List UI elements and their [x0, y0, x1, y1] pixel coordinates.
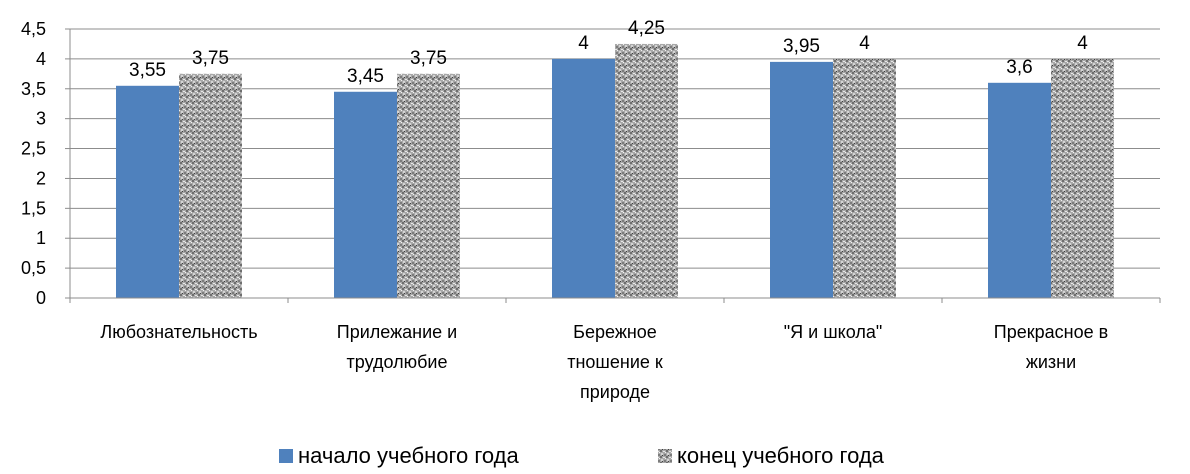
- y-tick-labels: 0 0,5 1 1,5 2 2,5 3 3,5 4 4,5: [21, 19, 46, 308]
- x-category-label: природе: [580, 382, 650, 402]
- bar-end-0: [179, 73, 242, 298]
- y-tick-label: 1,5: [21, 198, 46, 218]
- legend-label: конец учебного года: [677, 443, 885, 468]
- x-category-label: Прилежание и: [337, 322, 457, 342]
- bar-start-3: [770, 61, 833, 298]
- y-tick-label: 1: [36, 228, 46, 248]
- axes: [65, 28, 1161, 303]
- y-tick-label: 2: [36, 168, 46, 188]
- x-category-label: "Я и школа": [784, 322, 882, 342]
- bar-end-2: [615, 43, 678, 298]
- data-label: 4: [1077, 33, 1088, 54]
- bar-start-4: [988, 82, 1051, 298]
- x-category-label: Любознательность: [100, 322, 257, 342]
- legend: начало учебного года конец учебного года: [279, 443, 885, 468]
- data-label: 3,45: [347, 66, 384, 87]
- x-category-labels: Любознательность Прилежание и трудолюбие Бе…: [100, 322, 1108, 402]
- y-tick-label: 3,5: [21, 79, 46, 99]
- bar-start-1: [334, 91, 397, 299]
- x-category-label: жизни: [1026, 352, 1076, 372]
- y-tick-label: 0,5: [21, 258, 46, 278]
- bar-start-0: [116, 85, 179, 299]
- y-tick-label: 4,5: [21, 19, 46, 39]
- y-tick-label: 4: [36, 49, 46, 69]
- bar-end-3: [833, 58, 896, 299]
- x-category-label: Бережное: [573, 322, 657, 342]
- data-label: 4,25: [628, 18, 665, 39]
- legend-label: начало учебного года: [298, 443, 519, 468]
- data-label: 3,75: [192, 48, 229, 69]
- bar-end-1: [397, 73, 460, 298]
- x-category-label: трудолюбие: [347, 352, 448, 372]
- y-tick-label: 3: [36, 109, 46, 129]
- data-labels: 3,55 3,75 3,45 3,75 4 4,25 3,95 4 3,6 4: [129, 18, 1088, 87]
- data-label: 3,95: [783, 36, 820, 57]
- bar-end-4: [1051, 58, 1114, 299]
- bar-start-2: [552, 58, 615, 299]
- x-category-label: тношение к: [567, 352, 663, 372]
- y-tick-label: 2,5: [21, 139, 46, 159]
- data-label: 4: [859, 33, 870, 54]
- data-label: 3,6: [1006, 57, 1032, 78]
- data-label: 4: [578, 33, 589, 54]
- legend-swatch-start: [279, 449, 293, 463]
- bars: [116, 43, 1114, 299]
- y-tick-label: 0: [36, 288, 46, 308]
- data-label: 3,55: [129, 60, 166, 81]
- legend-swatch-end: [658, 449, 672, 463]
- x-category-label: Прекрасное в: [994, 322, 1108, 342]
- data-label: 3,75: [410, 48, 447, 69]
